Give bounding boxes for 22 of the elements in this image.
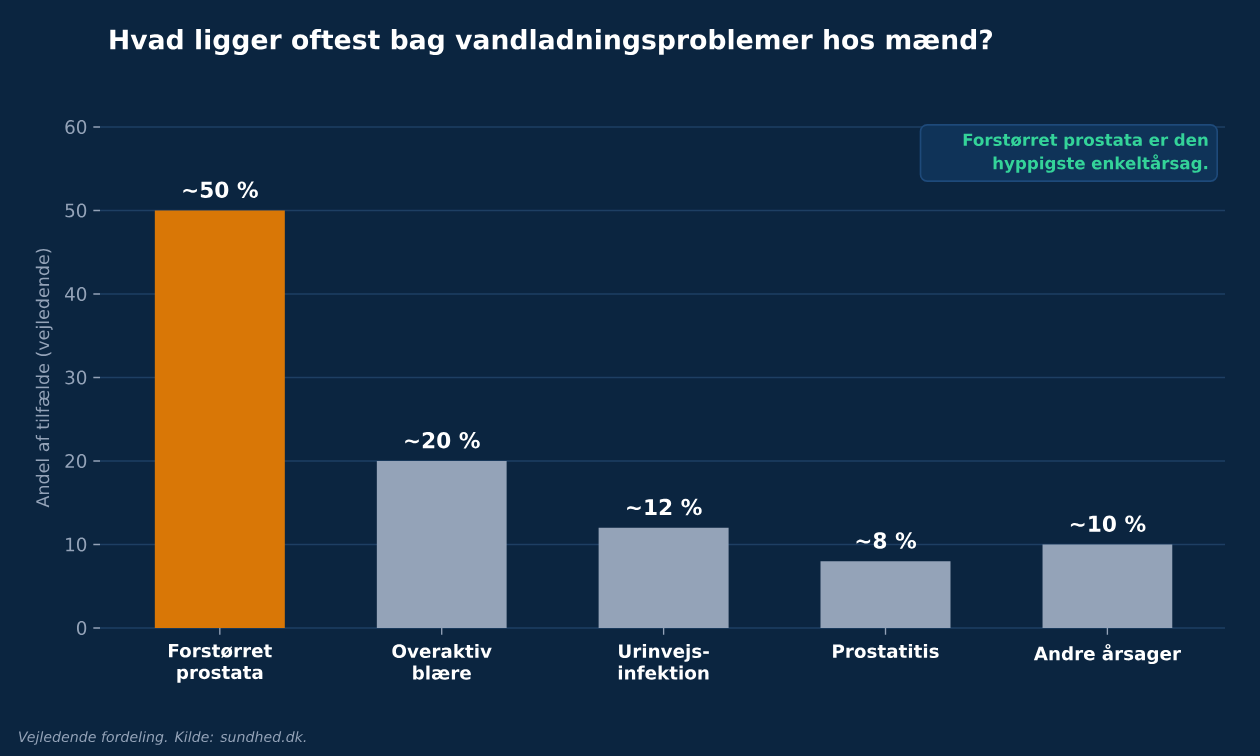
- y-tick-label: 20: [65, 454, 87, 468]
- x-tick-label: Andre årsager: [1033, 643, 1181, 665]
- annotation: Forstørret prostata er den hyppigste enkeltårsag.: [963, 133, 1208, 173]
- y-tick-label: 50: [65, 203, 87, 218]
- text: Vejledende fordeling. Kilde: sundhed.dk.: [18, 731, 306, 745]
- y-tick-label: 40: [65, 287, 87, 301]
- data-label: ~20 %: [405, 432, 480, 449]
- y-tick-label: 10: [66, 537, 87, 552]
- x-tick-label: Prostatitis: [833, 643, 939, 659]
- y-tick-label: 60: [65, 120, 87, 134]
- x-tick-label: Overaktiv blære: [392, 643, 492, 680]
- x-tick-label: Forstørret prostata: [169, 643, 272, 683]
- data-label: ~8 %: [856, 532, 917, 549]
- data-label: ~12 %: [627, 498, 702, 516]
- bar: [154, 210, 285, 628]
- data-label: ~50 %: [183, 181, 258, 198]
- y-axis-title: Andel af tilfælde (vejledende): [35, 248, 53, 508]
- chart-title: Hvad ligger oftest bag vandladningsproblemer hos mænd?: [110, 28, 993, 55]
- x-tick-label: Urinvejs-infektion: [618, 643, 709, 680]
- y-tick-label: 30: [65, 370, 87, 385]
- y-tick-label: 0: [76, 621, 87, 635]
- data-label: ~10 %: [1070, 515, 1146, 532]
